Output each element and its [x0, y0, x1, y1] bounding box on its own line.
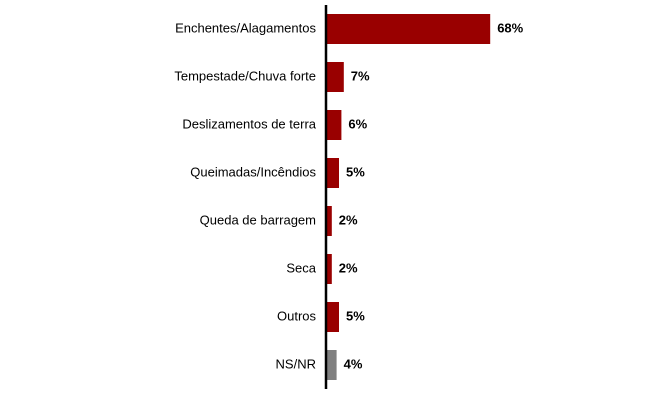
bar: [327, 158, 339, 188]
bar: [327, 110, 342, 140]
bar: [327, 14, 491, 44]
category-label: Tempestade/Chuva forte: [174, 68, 316, 83]
bar: [327, 206, 332, 236]
value-label: 2%: [339, 260, 358, 275]
value-label: 6%: [348, 116, 367, 131]
bar: [327, 62, 344, 92]
bar: [327, 254, 332, 284]
bar: [327, 350, 337, 380]
value-label: 7%: [351, 68, 370, 83]
category-label: NS/NR: [276, 356, 316, 371]
category-label: Queimadas/Incêndios: [190, 164, 316, 179]
category-label: Outros: [277, 308, 317, 323]
value-label: 5%: [346, 308, 365, 323]
category-label: Deslizamentos de terra: [182, 116, 316, 131]
value-label: 4%: [344, 356, 363, 371]
category-label: Queda de barragem: [200, 212, 316, 227]
value-label: 68%: [497, 20, 523, 35]
category-label: Enchentes/Alagamentos: [175, 20, 316, 35]
value-label: 2%: [339, 212, 358, 227]
value-label: 5%: [346, 164, 365, 179]
category-label: Seca: [286, 260, 316, 275]
bar: [327, 302, 339, 332]
